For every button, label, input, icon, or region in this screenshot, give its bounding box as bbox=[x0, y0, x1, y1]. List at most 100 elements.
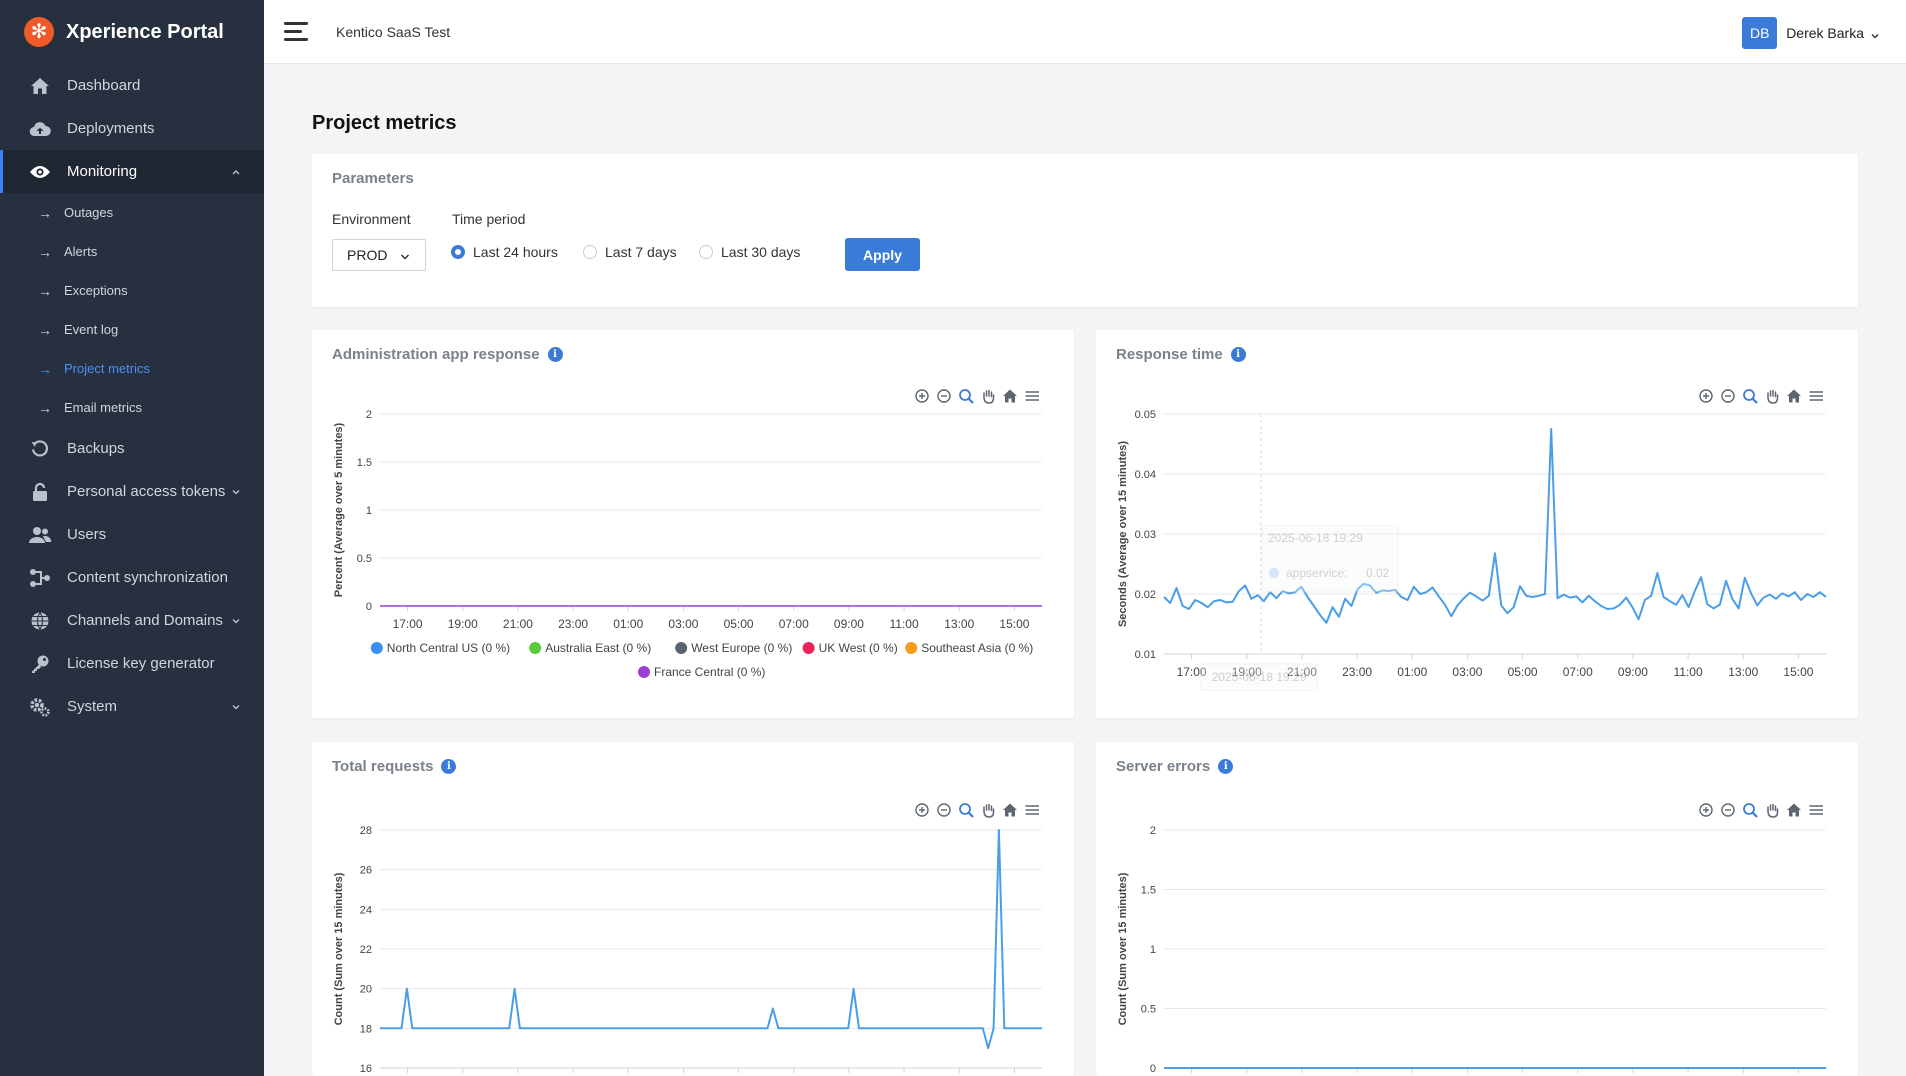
zoom-in-icon[interactable] bbox=[915, 803, 929, 817]
sidebar-subitem-exceptions[interactable]: → Exceptions bbox=[0, 271, 264, 310]
legend-item[interactable]: Australia East (0 %) bbox=[529, 641, 651, 655]
info-icon[interactable]: i bbox=[441, 759, 457, 774]
radio-last-7-days[interactable]: Last 7 days bbox=[583, 244, 677, 260]
x-tick-label: 01:00 bbox=[613, 617, 643, 631]
user-menu[interactable]: DB Derek Barka bbox=[1742, 17, 1880, 49]
sidebar-item-system[interactable]: System bbox=[0, 685, 264, 728]
x-tick-label: 19:00 bbox=[448, 617, 478, 631]
zoom-out-icon[interactable] bbox=[937, 389, 951, 403]
y-tick-label: 0 bbox=[366, 601, 372, 613]
legend-item[interactable]: UK West (0 %) bbox=[802, 641, 898, 655]
radio-last-30-days[interactable]: Last 30 days bbox=[699, 244, 800, 260]
sidebar-item-users[interactable]: Users bbox=[0, 513, 264, 556]
zoom-out-icon[interactable] bbox=[1721, 803, 1735, 817]
hamburger-menu-icon[interactable] bbox=[1809, 391, 1824, 401]
info-icon[interactable]: i bbox=[1218, 759, 1234, 774]
reset-home-icon[interactable] bbox=[1787, 389, 1801, 403]
sidebar-subitem-project-metrics[interactable]: → Project metrics bbox=[0, 349, 264, 388]
magnifier-handle bbox=[967, 811, 974, 818]
history-icon bbox=[28, 439, 52, 459]
pan-hand-icon[interactable] bbox=[983, 803, 995, 818]
x-tick-label: 11:00 bbox=[890, 617, 919, 631]
radio-last-24-hours[interactable]: Last 24 hours bbox=[451, 244, 558, 260]
zoom-out-icon[interactable] bbox=[1721, 389, 1735, 403]
sidebar-subitem-alerts[interactable]: → Alerts bbox=[0, 232, 264, 271]
zoom-in-icon[interactable] bbox=[1699, 389, 1713, 403]
legend-marker bbox=[370, 642, 383, 654]
sidebar-item-monitoring[interactable]: Monitoring bbox=[0, 150, 264, 193]
zoom-in-circle bbox=[1699, 803, 1713, 817]
menu-lines bbox=[1025, 805, 1039, 815]
legend-item[interactable]: North Central US (0 %) bbox=[370, 641, 510, 655]
apply-button[interactable]: Apply bbox=[845, 238, 920, 271]
sidebar-item-label: Backups bbox=[67, 440, 125, 457]
chevron-down-icon bbox=[399, 250, 411, 262]
legend-item[interactable]: France Central (0 %) bbox=[638, 665, 765, 679]
project-name[interactable]: Kentico SaaS Test bbox=[336, 23, 451, 40]
sidebar-item-label: Dashboard bbox=[67, 77, 141, 94]
environment-select[interactable]: PROD bbox=[332, 239, 426, 271]
sidebar-item-content-synchronization[interactable]: Content synchronization bbox=[0, 556, 264, 599]
zoom-in-icon[interactable] bbox=[1699, 803, 1713, 817]
parameters-card: Parameters Environment PROD Time period … bbox=[312, 154, 1858, 307]
legend-marker bbox=[638, 666, 650, 678]
x-tooltip-label: 2025-06-18 19:29 bbox=[1212, 670, 1307, 684]
home-shape bbox=[1787, 389, 1801, 403]
sidebar-item-personal-access-tokens[interactable]: Personal access tokens bbox=[0, 470, 264, 513]
x-tick-label: 09:00 bbox=[1618, 665, 1648, 679]
info-icon[interactable]: i bbox=[547, 347, 563, 362]
pan-hand-icon[interactable] bbox=[983, 389, 995, 404]
sidebar-subitem-event-log[interactable]: → Event log bbox=[0, 310, 264, 349]
pan-hand-icon[interactable] bbox=[1767, 803, 1779, 818]
x-tick-label: 17:00 bbox=[1177, 665, 1207, 679]
zoom-in-plus bbox=[1703, 393, 1709, 399]
x-tick-label: 23:00 bbox=[1342, 665, 1372, 679]
pan-hand-icon[interactable] bbox=[1767, 389, 1779, 404]
y-axis-label: Count (Sum over 15 minutes) bbox=[333, 872, 345, 1025]
selection-zoom-icon[interactable] bbox=[959, 389, 974, 404]
y-tick-label: 24 bbox=[360, 904, 372, 916]
chart-card-admin: Administration app response i 2 1.5 1 0.5 0 P… bbox=[312, 330, 1074, 718]
brand[interactable]: ✻ Xperience Portal bbox=[0, 0, 264, 64]
sidebar-item-channels-and-domains[interactable]: Channels and Domains bbox=[0, 599, 264, 642]
y-tick-label: 1 bbox=[1150, 944, 1156, 956]
sidebar-item-license-key-generator[interactable]: License key generator bbox=[0, 642, 264, 685]
lock-icon bbox=[28, 482, 52, 502]
x-tick-label: 21:00 bbox=[1287, 665, 1317, 679]
y-tick-label: 28 bbox=[360, 825, 372, 837]
sidebar-item-backups[interactable]: Backups bbox=[0, 427, 264, 470]
sidebar-item-dashboard[interactable]: Dashboard bbox=[0, 64, 264, 107]
chevron-down-icon bbox=[230, 700, 242, 712]
hamburger-menu-icon[interactable] bbox=[1025, 805, 1040, 815]
sidebar-item-deployments[interactable]: Deployments bbox=[0, 107, 264, 150]
arrow-right-icon: → bbox=[38, 243, 52, 260]
x-tick-label: 13:00 bbox=[944, 617, 974, 631]
x-tick-label: 03:00 bbox=[668, 617, 698, 631]
radio-label: Last 24 hours bbox=[473, 244, 558, 260]
menu-toggle-icon[interactable] bbox=[284, 17, 314, 47]
reset-home-icon[interactable] bbox=[1003, 389, 1017, 403]
hamburger-menu-icon[interactable] bbox=[1025, 391, 1040, 401]
selection-zoom-icon[interactable] bbox=[1743, 389, 1758, 404]
zoom-in-icon[interactable] bbox=[915, 389, 929, 403]
sidebar-subitem-outages[interactable]: → Outages bbox=[0, 193, 264, 232]
home-shape bbox=[1787, 803, 1801, 817]
zoom-out-icon[interactable] bbox=[937, 803, 951, 817]
chart-title: Total requests i bbox=[332, 758, 457, 775]
legend-item[interactable]: West Europe (0 %) bbox=[675, 641, 792, 655]
sidebar-subitem-email-metrics[interactable]: → Email metrics bbox=[0, 388, 264, 427]
y-tick-label: 0.5 bbox=[357, 553, 372, 565]
selection-zoom-icon[interactable] bbox=[1743, 803, 1758, 818]
sidebar-subitem-label: Event log bbox=[64, 322, 119, 337]
selection-zoom-icon[interactable] bbox=[959, 803, 974, 818]
chart-tooltip: 2025-06-18 19:29 appservice: 0.02 2025-06-1… bbox=[1200, 525, 1399, 691]
chart-card-errors: Server errors i 2 1.5 1 0.5 0 Count (Sum over… bbox=[1096, 742, 1858, 1076]
globe-icon bbox=[28, 611, 52, 631]
legend-item[interactable]: Southeast Asia (0 %) bbox=[905, 641, 1033, 655]
hamburger-menu-icon[interactable] bbox=[1809, 805, 1824, 815]
reset-home-icon[interactable] bbox=[1003, 803, 1017, 817]
legend-marker bbox=[529, 642, 542, 654]
reset-home-icon[interactable] bbox=[1787, 803, 1801, 817]
chevron-down-icon bbox=[1870, 28, 1880, 39]
info-icon[interactable]: i bbox=[1230, 347, 1246, 362]
